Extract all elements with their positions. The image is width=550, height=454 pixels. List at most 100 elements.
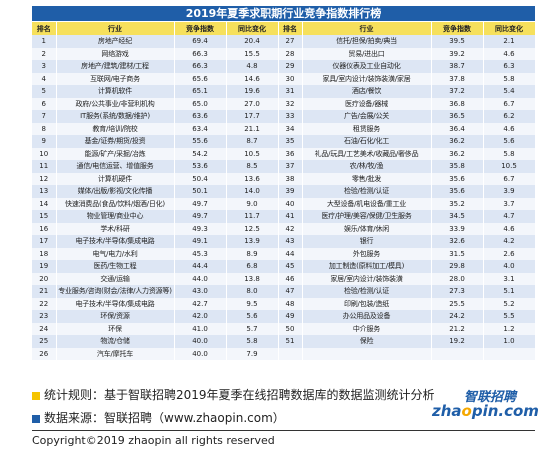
yellow-square-icon	[32, 391, 40, 400]
table-cell: 9.5	[226, 297, 279, 310]
table-cell: 2	[32, 47, 57, 60]
table-cell: 互联网/电子商务	[56, 72, 175, 85]
table-cell: 13.6	[226, 172, 279, 185]
table-row: 19 医药/生物工程 44.4 6.8 45 加工制造(原料加工/模具) 29.8 4.0	[32, 260, 536, 273]
table-row: 25 物流/仓储 40.0 5.8 51 保险 19.2 1.0	[32, 335, 536, 348]
table-cell: 7	[32, 110, 57, 123]
table-cell: 仪器仪表及工业自动化	[302, 60, 432, 73]
table-cell: 环保/资源	[56, 310, 175, 323]
table-cell: 21	[32, 285, 57, 298]
table-cell: 37	[278, 160, 303, 173]
table-cell: 广告/会展/公关	[302, 110, 432, 123]
table-cell: 33	[278, 110, 303, 123]
table-cell: 政府/公共事业/非营利机构	[56, 97, 175, 110]
table-cell: 医疗/护理/美容/保健/卫生服务	[302, 210, 432, 223]
table-cell: 3.1	[483, 272, 536, 285]
table-cell: IT服务(系统/数据/维护)	[56, 110, 175, 123]
table-cell: 27.3	[431, 285, 484, 298]
table-cell: 35	[278, 135, 303, 148]
table-cell: 63.6	[174, 110, 227, 123]
table-cell: 检验/检测/认证	[302, 185, 432, 198]
table-cell: 10.5	[226, 147, 279, 160]
table-cell: 40.0	[174, 335, 227, 348]
table-cell: 36	[278, 147, 303, 160]
table-cell: 物业管理/商业中心	[56, 210, 175, 223]
table-cell: 零售/批发	[302, 172, 432, 185]
table-cell: 25.5	[431, 297, 484, 310]
table-cell: 19.2	[431, 335, 484, 348]
table-cell: 银行	[302, 235, 432, 248]
table-row: 11 通信/电信运营、增值服务 53.6 8.5 37 农/林/牧/渔 35.8 10.5	[32, 160, 536, 173]
table-cell: 汽车/摩托车	[56, 347, 175, 360]
table-cell: 31	[278, 85, 303, 98]
table-cell: 23	[32, 310, 57, 323]
zhaopin-logo: 智联招聘 zhaopin.com	[432, 386, 542, 428]
table-cell: 物流/仓储	[56, 335, 175, 348]
table-cell: 27	[278, 35, 303, 48]
table-cell: 1.0	[483, 335, 536, 348]
table-cell: 40	[278, 197, 303, 210]
table-cell: 教育/培训/院校	[56, 122, 175, 135]
table-cell: 21.2	[431, 322, 484, 335]
table-row: 4 互联网/电子商务 65.6 14.6 30 家具/室内设计/装饰装潢/家居 37.8 5.…	[32, 72, 536, 85]
table-cell: 14.6	[226, 72, 279, 85]
table-cell: 19	[32, 260, 57, 273]
table-cell: 6.7	[483, 172, 536, 185]
table-cell: 69.4	[174, 35, 227, 48]
table-cell: 加工制造(原料加工/模具)	[302, 260, 432, 273]
table-cell	[431, 347, 484, 360]
table-cell: 媒体/出版/影视/文化传播	[56, 185, 175, 198]
table-cell: 13	[32, 185, 57, 198]
table-cell: 43.0	[174, 285, 227, 298]
table-cell: 55.6	[174, 135, 227, 148]
table-cell	[302, 347, 432, 360]
table-cell: 5.1	[483, 285, 536, 298]
table-cell: 37.8	[431, 72, 484, 85]
table-cell: 39.2	[431, 47, 484, 60]
table-cell: 27.0	[226, 97, 279, 110]
table-cell: 能源/矿产/采掘/冶炼	[56, 147, 175, 160]
table-cell: 农/林/牧/渔	[302, 160, 432, 173]
table-cell: 24.2	[431, 310, 484, 323]
table-cell	[483, 347, 536, 360]
table-row: 7 IT服务(系统/数据/维护) 63.6 17.7 33 广告/会展/公关 36.5 6.2	[32, 110, 536, 123]
table-cell: 31.5	[431, 247, 484, 260]
table-cell: 42.7	[174, 297, 227, 310]
copyright-text: Copyright©2019 zhaopin all rights reserv…	[32, 434, 275, 447]
table-body: 1 房地产经纪 69.4 20.4 27 信托/担保/拍卖/典当 39.5 2.1 2 网络游戏 6…	[32, 35, 536, 360]
table-cell: 4.6	[483, 47, 536, 60]
table-cell: 13.9	[226, 235, 279, 248]
table-row: 18 电气/电力/水利 45.3 8.9 44 外包服务 31.5 2.6	[32, 247, 536, 260]
table-cell: 医药/生物工程	[56, 260, 175, 273]
table-cell: 8.7	[226, 135, 279, 148]
table-cell: 65.0	[174, 97, 227, 110]
table-cell: 50.1	[174, 185, 227, 198]
table-cell: 50	[278, 322, 303, 335]
table-cell: 40.0	[174, 347, 227, 360]
table-cell: 大型设备/机电设备/重工业	[302, 197, 432, 210]
table-cell: 通信/电信运营、增值服务	[56, 160, 175, 173]
table-cell: 44	[278, 247, 303, 260]
table-cell: 家居/室内设计/装饰装潢	[302, 272, 432, 285]
table-cell: 8.0	[226, 285, 279, 298]
ranking-table: 排名 行业 竞争指数 同比变化 排名 行业 竞争指数 同比变化 1 房地产经纪 69.4 20.4 2…	[32, 22, 536, 360]
table-cell: 46	[278, 272, 303, 285]
table-cell: 14	[32, 197, 57, 210]
table-cell: 3	[32, 60, 57, 73]
table-cell: 1	[32, 35, 57, 48]
table-row: 1 房地产经纪 69.4 20.4 27 信托/担保/拍卖/典当 39.5 2.1	[32, 35, 536, 48]
table-cell: 4.0	[483, 260, 536, 273]
table-cell: 11.7	[226, 210, 279, 223]
table-cell: 63.4	[174, 122, 227, 135]
table-cell: 41.0	[174, 322, 227, 335]
footer-divider	[32, 430, 535, 431]
table-cell: 24	[32, 322, 57, 335]
table-cell: 5.8	[483, 147, 536, 160]
table-cell: 5.4	[483, 85, 536, 98]
table-cell: 中介服务	[302, 322, 432, 335]
table-cell: 43	[278, 235, 303, 248]
table-cell: 3.9	[483, 185, 536, 198]
table-cell: 65.6	[174, 72, 227, 85]
table-cell: 20.4	[226, 35, 279, 48]
table-row: 3 房地产/建筑/建材/工程 66.3 4.8 29 仪器仪表及工业自动化 38.7 6.3	[32, 60, 536, 73]
